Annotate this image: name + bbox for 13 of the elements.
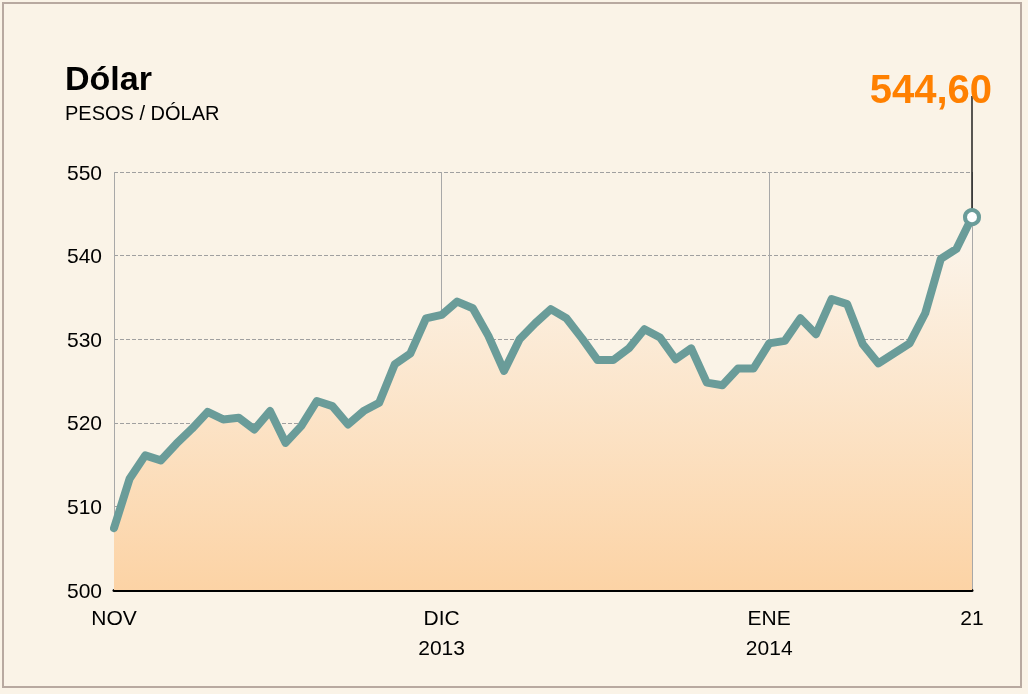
x-tick-label: NOV [91, 605, 137, 629]
chart-subtitle: PESOS / DÓLAR [65, 102, 220, 124]
y-tick-label: 500 [66, 578, 102, 602]
x-tick-label: DIC 2013 [418, 605, 465, 659]
x-tick-label: 21 [960, 605, 984, 629]
y-tick-label: 510 [66, 494, 102, 518]
annotation: 544,60 [869, 67, 992, 111]
y-tick-label: 540 [66, 244, 102, 268]
x-tick-label: ENE 2014 [745, 605, 793, 659]
y-tick-label: 520 [66, 411, 102, 435]
chart-title: Dólar [65, 59, 152, 97]
y-tick-label: 530 [66, 327, 102, 351]
y-tick-label: 550 [66, 160, 102, 184]
